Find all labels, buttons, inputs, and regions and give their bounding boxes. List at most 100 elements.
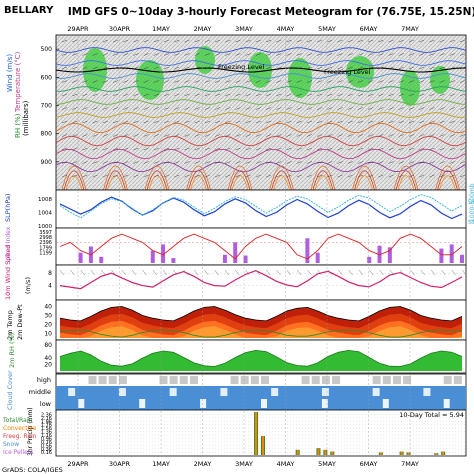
wind-barb xyxy=(337,120,343,124)
cloud-low-gap xyxy=(321,399,328,408)
cloud-high-cell xyxy=(108,376,117,384)
wind-barb xyxy=(266,66,272,70)
wind-barb xyxy=(368,39,374,43)
cloud-mid-gap xyxy=(271,388,279,396)
wind-barb xyxy=(153,39,159,43)
wind-barb xyxy=(153,107,159,110)
wind-barb xyxy=(82,174,88,178)
freezing-level-line xyxy=(55,67,467,73)
wind-barb xyxy=(163,161,170,164)
wind-barb xyxy=(204,66,210,70)
wind-barb xyxy=(102,134,108,137)
wind-barb xyxy=(439,161,445,164)
wind-barb xyxy=(204,93,210,97)
wind-barb xyxy=(357,147,364,151)
cloud-panel: high middle low Cloud Cover xyxy=(6,370,467,411)
precip-tick-label: 1.96 xyxy=(41,419,52,425)
wind-barb xyxy=(368,53,374,56)
wind10-barb xyxy=(369,269,374,276)
precip-convective-bar xyxy=(379,452,382,455)
wind-barb xyxy=(419,147,425,151)
wind-barb xyxy=(429,107,435,110)
bl-contour xyxy=(186,165,211,191)
wind-barb xyxy=(123,93,129,97)
wind-barb xyxy=(398,120,404,124)
wind-barb xyxy=(296,39,302,43)
wind-barb xyxy=(429,80,435,83)
wind-barb xyxy=(112,107,119,110)
cape-bar xyxy=(243,255,248,263)
wind-barb xyxy=(72,120,78,124)
humid-blob xyxy=(136,60,164,100)
cloud-low-label: low xyxy=(40,400,52,408)
wind-barb xyxy=(347,39,353,43)
wind10-barb xyxy=(235,269,240,276)
wind-barb xyxy=(225,80,231,83)
bl-contour xyxy=(269,165,294,191)
wind-barb xyxy=(266,120,272,124)
wind-barb xyxy=(112,161,119,164)
wind-barb xyxy=(347,66,353,70)
wind-barb xyxy=(61,53,68,56)
wind-barb xyxy=(214,53,221,56)
wind-barb xyxy=(419,39,425,43)
precip-convective-bar xyxy=(400,451,403,455)
wind-barb xyxy=(102,147,108,151)
precip-convective-bar xyxy=(255,412,258,455)
wind-barb xyxy=(368,174,374,178)
wind10-line: 84 xyxy=(48,269,467,290)
bl-contour xyxy=(231,175,249,191)
wind-barb xyxy=(368,134,374,137)
cape-tick-label: 1799 xyxy=(39,245,52,251)
upper-air-temp-label: Temperature (°C) xyxy=(14,51,22,113)
cape-label: Lifted Index xyxy=(5,226,12,262)
temp2m-tick-label: 40 xyxy=(44,304,52,311)
wind-barb xyxy=(266,80,272,83)
temperature-contour xyxy=(55,47,467,53)
wind-barb xyxy=(61,93,68,97)
wind-barb xyxy=(378,80,384,83)
wind10-barb xyxy=(204,269,209,276)
wind-barb xyxy=(419,107,425,110)
wind-barb xyxy=(92,80,98,83)
wind-barb xyxy=(286,147,292,151)
wind-barb xyxy=(72,93,78,97)
wind-barb xyxy=(225,134,231,137)
temperature-contour xyxy=(55,99,467,105)
wind-barb xyxy=(143,80,149,83)
wind10-barb xyxy=(214,269,219,276)
date-label-bottom: 7MAY xyxy=(401,460,419,468)
wind-barb xyxy=(245,174,251,178)
wind-barb xyxy=(82,66,88,70)
wind-barb xyxy=(72,161,78,164)
wind-barb xyxy=(92,161,98,164)
wind-barb xyxy=(61,39,68,43)
bl-contour xyxy=(144,165,170,191)
wind-barb xyxy=(317,107,323,110)
cloud-high-label: high xyxy=(37,376,51,384)
temp2m-label: 2m Temp xyxy=(6,310,14,340)
wind-barb xyxy=(378,134,384,137)
wind-barb xyxy=(429,161,435,164)
wind-barb xyxy=(266,53,272,56)
wind-barb xyxy=(327,80,333,83)
wind-barb xyxy=(163,66,170,70)
wind-barb xyxy=(153,134,159,137)
wind-barb xyxy=(296,53,302,56)
temp2m-tick-label: 10 xyxy=(44,331,52,338)
wind-barb xyxy=(92,120,98,124)
thickness-tick-label: 5806 xyxy=(468,220,474,226)
wind-barb xyxy=(378,66,384,70)
temp2m-tick-label: 20 xyxy=(44,322,52,329)
wind-barb xyxy=(82,120,88,124)
wind-barb xyxy=(439,120,445,124)
wind-barb xyxy=(398,147,404,151)
wind-barb xyxy=(317,161,323,164)
wind-barb xyxy=(235,93,241,97)
wind-barb xyxy=(347,53,353,56)
wind-barb xyxy=(357,161,364,164)
precip-tick-label: 0.96 xyxy=(41,436,52,442)
wind-barb xyxy=(235,147,241,151)
wind-barb xyxy=(357,174,364,178)
wind-barb xyxy=(123,134,129,137)
